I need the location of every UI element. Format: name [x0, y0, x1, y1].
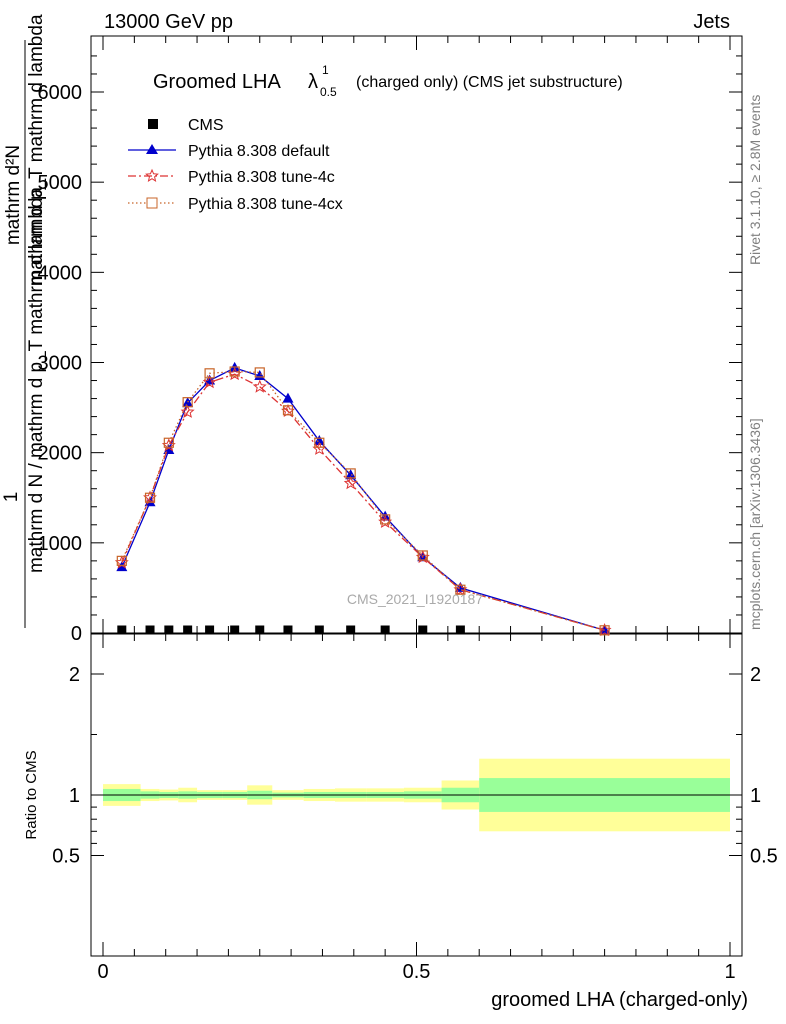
xlabel: groomed LHA (charged-only) [491, 989, 748, 1011]
cms-data-point [455, 625, 465, 635]
ratio-ylabel: Ratio to CMS [23, 750, 40, 839]
ratio-ytick-label: 1 [69, 785, 80, 807]
tune4cx-point [345, 468, 356, 479]
cms-data-point [314, 625, 324, 635]
ratio-ytick-label-right: 0.5 [750, 846, 778, 868]
tune4c-point [180, 404, 195, 418]
legend-label-tune4cx: Pythia 8.308 tune-4cx [188, 196, 343, 213]
tune4c-point [343, 476, 358, 490]
main-ytick-label: 3000 [38, 353, 83, 375]
ylabel-denominator: mathrm d N / mathrm d p_T mathrm d lambd… [26, 187, 47, 574]
mcplots-credit-text: mcplots.cern.ch [arXiv:1306.3436] [747, 418, 763, 630]
tune4cx-point [204, 368, 215, 379]
legend-entry-cms: CMS [148, 117, 224, 134]
main-ytick-label: 0 [71, 623, 82, 645]
main-axis-ticks: 0 1000 2000 3000 4000 5000 6000 [38, 36, 742, 645]
main-ytick-label: 2000 [38, 443, 83, 465]
cms-data-point [230, 625, 240, 635]
cms-data-point [183, 625, 193, 635]
ratio-xtick-label: 0 [97, 961, 108, 983]
tune4cx-point [163, 437, 174, 448]
tune4c-point [252, 379, 267, 393]
ratio-ytick-label: 2 [69, 664, 80, 686]
ratio-ytick-label-right: 2 [750, 664, 761, 686]
legend-marker-default [146, 144, 158, 154]
ylabel-numerator: 1 [1, 492, 22, 503]
default-point [282, 392, 294, 403]
tune4cx-point [229, 366, 240, 377]
tune4cx-point [116, 555, 127, 566]
plot-title: Groomed LHA λ 1 0.5 (charged only) (CMS … [153, 63, 623, 99]
cms-data-point [418, 625, 428, 635]
legend-marker-tune4c [145, 168, 159, 182]
tune4cx-point [380, 514, 391, 525]
main-ylabel: 1 mathrm d N / mathrm d p_T mathrm d lam… [1, 14, 47, 628]
legend-marker-cms [148, 119, 158, 129]
cms-data-point [346, 625, 356, 635]
cms-data-point [145, 625, 155, 635]
header-jets: Jets [693, 11, 730, 33]
ylabel-side-numerator: mathrm d²N [3, 145, 24, 245]
tune4cx-point [282, 405, 294, 416]
tune4cx-point [455, 584, 466, 595]
cms-data-point [255, 625, 265, 635]
ylabel-side-denominator: mathrm d p_T mathrm d lambda [26, 14, 47, 285]
plot-title-lambda: λ [308, 71, 318, 93]
ratio-axis-ticks: 0.5 0.5 1 1 2 2 0 0.5 1 [52, 634, 778, 983]
ratio-bands [91, 758, 742, 832]
ratio-ytick-label-right: 1 [750, 785, 761, 807]
main-ytick-label: 6000 [38, 82, 83, 104]
legend-entry-tune4c: Pythia 8.308 tune-4c [128, 168, 335, 186]
legend-marker-tune4cx [146, 197, 158, 209]
cms-data-point [164, 625, 174, 635]
tune4cx-point [599, 625, 610, 636]
plot-title-prefix: Groomed LHA [153, 71, 281, 93]
main-ytick-label: 5000 [38, 172, 83, 194]
ratio-xtick-label: 1 [724, 961, 735, 983]
default-point [345, 469, 357, 480]
default-point [254, 370, 266, 381]
series-line-2 [121, 373, 605, 631]
tune4cx-point [314, 437, 325, 448]
plot-title-sup: 1 [322, 63, 329, 77]
tune4cx-point [254, 367, 265, 378]
legend-entry-tune4cx: Pythia 8.308 tune-4cx [128, 196, 343, 213]
default-point [116, 561, 128, 572]
tune4cx-point [417, 550, 428, 561]
cms-data-point [283, 625, 293, 635]
cms-data-point [205, 625, 215, 635]
cms-data-point [117, 625, 127, 635]
legend-label-cms: CMS [188, 117, 224, 134]
plot-title-suffix: (charged only) (CMS jet substructure) [356, 74, 623, 91]
default-point [313, 434, 325, 445]
legend-label-default: Pythia 8.308 default [188, 143, 330, 160]
analysis-watermark: CMS_2021_I1920187 [347, 591, 483, 607]
header-energy: 13000 GeV pp [104, 11, 233, 33]
plot-title-sub: 0.5 [320, 85, 337, 99]
default-point [454, 581, 466, 592]
cms-data-point [380, 625, 390, 635]
main-ytick-label: 4000 [38, 262, 83, 284]
tune4cx-point [182, 397, 193, 408]
tune4cx-point [144, 492, 156, 503]
ratio-ytick-label: 0.5 [52, 846, 80, 868]
legend-label-tune4c: Pythia 8.308 tune-4c [188, 169, 335, 186]
rivet-version-text: Rivet 3.1.10, ≥ 2.8M events [747, 95, 763, 265]
series-line-1 [121, 367, 605, 631]
legend-entry-default: Pythia 8.308 default [128, 143, 330, 160]
main-ytick-label: 1000 [38, 533, 83, 555]
tune4c-point [202, 374, 217, 389]
legend: CMS Pythia 8.308 default Pythia 8.308 tu… [128, 117, 343, 213]
ratio-xtick-label: 0.5 [403, 961, 431, 983]
main-series [114, 361, 612, 637]
